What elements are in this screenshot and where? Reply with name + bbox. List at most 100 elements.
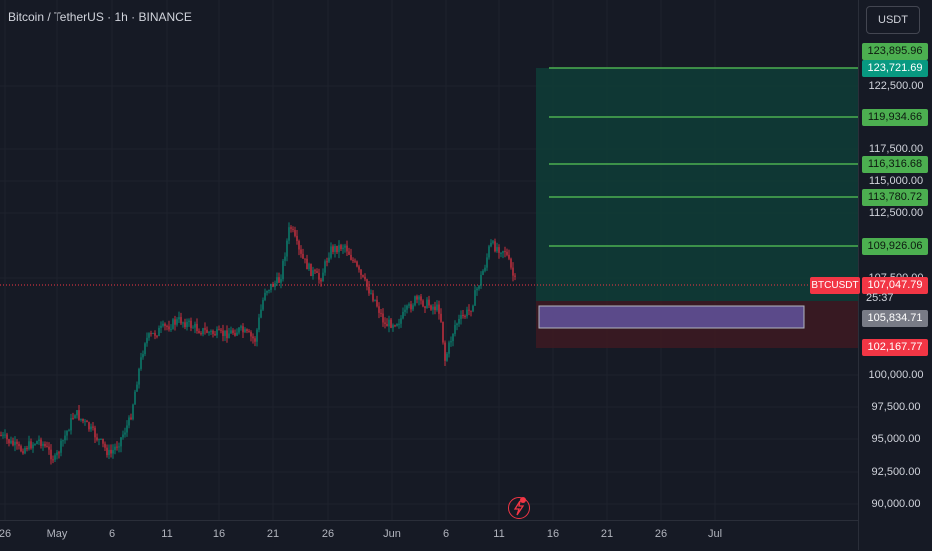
candle-body xyxy=(510,258,512,268)
candle-body xyxy=(70,418,72,431)
candle-body xyxy=(504,251,506,253)
candle-body xyxy=(26,447,28,450)
candle-body xyxy=(96,437,98,440)
candle-body xyxy=(248,331,250,333)
date-tick: Jul xyxy=(707,528,723,540)
candle-body xyxy=(372,293,374,301)
candle-body xyxy=(482,270,484,275)
candle-body xyxy=(216,329,218,336)
candle-body xyxy=(144,343,146,355)
entry-box xyxy=(538,305,805,329)
bar-countdown: 25:37 xyxy=(866,292,894,304)
candle-body xyxy=(140,357,142,369)
candle-body xyxy=(282,260,284,280)
candle-body xyxy=(324,261,326,273)
candle-body xyxy=(218,329,220,331)
date-tick: 21 xyxy=(600,528,614,540)
candle-body xyxy=(194,323,196,328)
candle-body xyxy=(464,316,466,318)
candle-body xyxy=(90,426,92,430)
candle-body xyxy=(366,279,368,287)
candle-body xyxy=(236,332,238,336)
candle-body xyxy=(514,275,516,277)
date-tick: May xyxy=(46,528,68,540)
chart-area[interactable]: Bitcoin / TetherUS · 1h · BINANCE xyxy=(0,0,858,520)
date-tick: 16 xyxy=(546,528,560,540)
candle-body xyxy=(60,440,62,453)
candle-body xyxy=(316,271,318,273)
candle-body xyxy=(428,299,430,306)
candle-body xyxy=(468,309,470,311)
candle-body xyxy=(52,459,54,461)
price-level-tag: 109,926.06 xyxy=(862,238,928,255)
candle-body xyxy=(378,306,380,313)
candle-body xyxy=(412,305,414,310)
candle-body xyxy=(356,261,358,267)
price-axis[interactable]: 122,500.00 117,500.00 115,000.00 112,500.00… xyxy=(858,0,932,550)
candle-body xyxy=(384,322,386,324)
candle-body xyxy=(44,443,46,447)
candle-body xyxy=(314,270,316,272)
candle-body xyxy=(410,304,412,310)
candle-body xyxy=(286,240,288,257)
date-tick: Jun xyxy=(383,528,401,540)
candle-body xyxy=(494,241,496,252)
candle-body xyxy=(6,434,8,440)
candle-body xyxy=(132,404,134,420)
candle-body xyxy=(506,251,508,255)
candle-body xyxy=(186,321,188,328)
candle-body xyxy=(394,325,396,327)
lightning-icon[interactable] xyxy=(508,497,530,519)
candle-body xyxy=(498,247,500,253)
candle-body xyxy=(276,277,278,284)
candle-body xyxy=(20,446,22,452)
candle-body xyxy=(402,311,404,319)
candle-body xyxy=(40,439,42,446)
candle-body xyxy=(288,227,290,241)
candle-body xyxy=(212,330,214,334)
candle-body xyxy=(358,266,360,270)
candle-body xyxy=(114,446,116,451)
candle-body xyxy=(244,329,246,333)
candle-body xyxy=(486,257,488,268)
candle-body xyxy=(230,330,232,334)
candle-body xyxy=(274,283,276,287)
candle-body xyxy=(54,455,56,460)
price-tick: 100,000.00 xyxy=(868,369,924,381)
candle-body xyxy=(0,435,2,436)
candle-body xyxy=(192,327,194,329)
currency-button[interactable]: USDT xyxy=(866,6,920,34)
price-level-tag: 113,780.72 xyxy=(862,189,928,206)
candle-body xyxy=(94,427,96,438)
candle-body xyxy=(120,437,122,447)
price-tick: 95,000.00 xyxy=(871,433,921,445)
candle-body xyxy=(130,417,132,420)
candle-body xyxy=(420,296,422,301)
candle-body xyxy=(72,418,74,420)
candle-body xyxy=(34,444,36,446)
candle-body xyxy=(108,449,110,456)
candle-body xyxy=(226,330,228,339)
candle-body xyxy=(102,438,104,444)
candle-body xyxy=(176,319,178,325)
candle-body xyxy=(260,309,262,318)
candle-body xyxy=(294,229,296,236)
candle-body xyxy=(128,417,130,426)
time-axis[interactable] xyxy=(0,520,858,551)
candle-body xyxy=(350,254,352,260)
candle-body xyxy=(458,318,460,324)
candle-body xyxy=(340,245,342,249)
candle-body xyxy=(422,300,424,307)
candle-body xyxy=(432,306,434,310)
candle-body xyxy=(12,440,14,446)
candle-body xyxy=(162,323,164,326)
candle-body xyxy=(122,434,124,438)
candle-body xyxy=(290,227,292,229)
candle-body xyxy=(10,440,12,444)
candle-body xyxy=(386,323,388,327)
candle-body xyxy=(118,446,120,448)
ticker-tag: BTCUSDT xyxy=(810,277,860,294)
candlestick-chart[interactable] xyxy=(0,0,858,520)
price-tick: 122,500.00 xyxy=(868,80,924,92)
candle-body xyxy=(246,329,248,332)
